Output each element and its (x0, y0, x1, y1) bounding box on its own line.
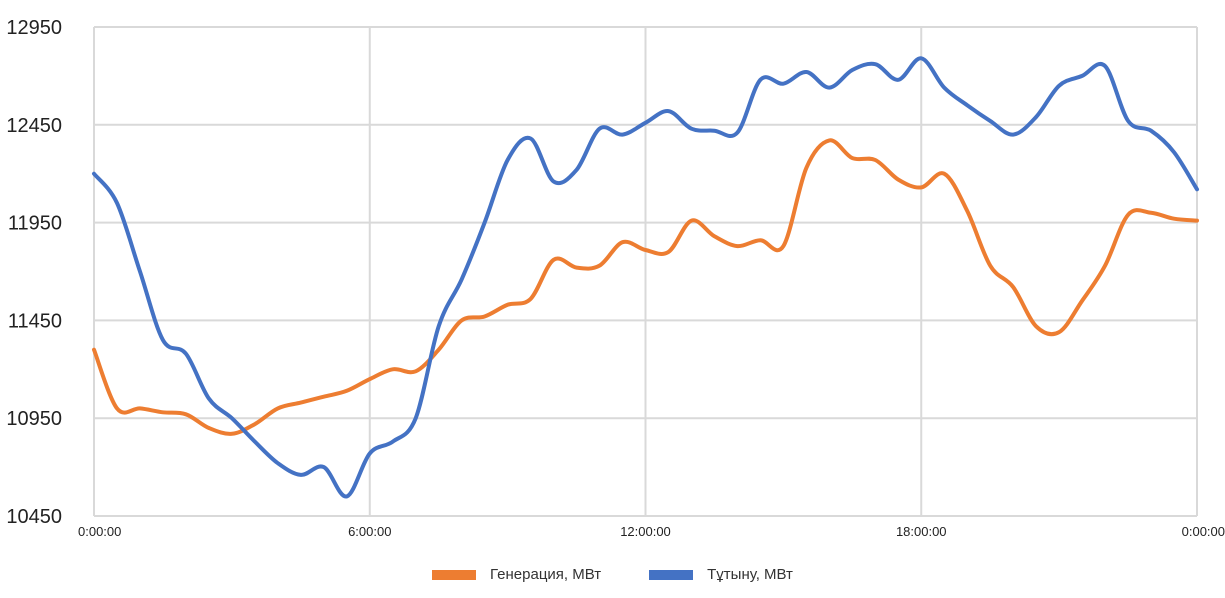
x-tick-label: 0:00:00 (1182, 524, 1225, 539)
y-axis-ticks: 12950 12450 11950 11450 10950 10450 (6, 17, 62, 528)
x-tick-label: 6:00:00 (348, 524, 391, 539)
legend: Генерация, МВт Тұтыну, МВт (0, 566, 1225, 583)
series-line-consumption (92, 56, 1199, 499)
x-axis-ticks: 0:00:00 6:00:00 12:00:00 18:00:00 0:00:00 (78, 524, 1225, 539)
y-tick-label: 12450 (6, 115, 62, 137)
y-tick-label: 11450 (8, 310, 62, 332)
y-tick-label: 10450 (6, 506, 62, 528)
gridlines (93, 26, 1198, 517)
legend-item-consumption: Тұтыну, МВт (649, 566, 793, 583)
y-tick-label: 10950 (6, 408, 62, 430)
legend-swatch-generation (432, 569, 477, 580)
series-line-generation (92, 138, 1199, 436)
legend-label-generation: Генерация, МВт (490, 566, 602, 583)
y-tick-label: 12950 (6, 17, 62, 39)
x-tick-label: 12:00:00 (620, 524, 671, 539)
x-tick-label: 0:00:00 (78, 524, 121, 539)
series-lines (92, 56, 1199, 499)
legend-label-consumption: Тұтыну, МВт (707, 566, 793, 583)
y-tick-label: 11950 (8, 213, 62, 235)
x-tick-label: 18:00:00 (896, 524, 947, 539)
legend-swatch-consumption (649, 569, 694, 580)
line-chart: 12950 12450 11950 11450 10950 10450 0:00:00 6:… (6, 17, 1225, 539)
legend-item-generation: Генерация, МВт (432, 566, 601, 583)
